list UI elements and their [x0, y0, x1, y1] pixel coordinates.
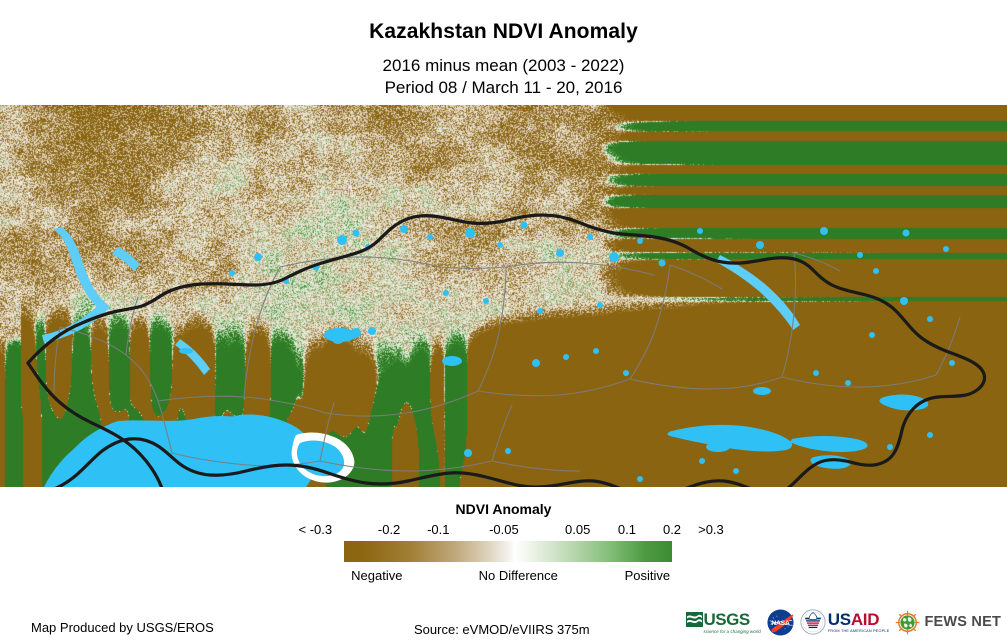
nasa-logo[interactable]: NASA: [767, 607, 794, 637]
legend-tick-0: < -0.3: [298, 522, 333, 537]
usgs-logo[interactable]: USGS science for a changing world: [685, 607, 761, 637]
legend-category-1: No Difference: [478, 568, 558, 583]
water-bodies: [42, 221, 955, 487]
page-title: Kazakhstan NDVI Anomaly: [369, 20, 638, 43]
nasa-meatball-icon: NASA: [767, 608, 794, 636]
agency-logo-strip: USGS science for a changing world NASA: [685, 605, 1001, 639]
fews-net-wordmark: FEWS NET: [924, 614, 1001, 630]
subtitle-period: Period 08 / March 11 - 20, 2016: [384, 78, 623, 98]
legend-tick-3: -0.05: [489, 522, 519, 537]
legend-tick-7: >0.3: [698, 522, 724, 537]
legend-tick-labels: < -0.3 -0.2 -0.1 -0.05 0.05 0.1 0.2 >0.3: [298, 522, 723, 538]
usaid-seal-icon: [800, 609, 826, 635]
usaid-logo[interactable]: USAID FROM THE AMERICAN PEOPLE: [800, 607, 890, 637]
svg-text:NASA: NASA: [771, 620, 790, 627]
title-block: Kazakhstan NDVI Anomaly 2016 minus mean …: [0, 0, 1007, 105]
legend-tick-2: -0.1: [427, 522, 450, 537]
map-legend: NDVI Anomaly < -0.3 -0.2 -0.1 -0.05 0.05 0.1 0…: [0, 487, 1007, 600]
usgs-mark-icon: [685, 611, 703, 627]
usaid-wordmark-aid: AID: [850, 609, 880, 629]
legend-category-2: Positive: [624, 568, 671, 583]
usaid-wordmark-us: US: [827, 609, 851, 629]
legend-category-0: Negative: [351, 568, 403, 583]
admin-boundaries: [53, 252, 961, 472]
fews-globe-icon: [896, 610, 920, 634]
legend-tick-6: 0.2: [662, 522, 682, 537]
fews-net-logo[interactable]: FEWS NET: [895, 607, 1001, 637]
usaid-tagline: FROM THE AMERICAN PEOPLE: [827, 629, 890, 634]
map-canvas[interactable]: [0, 105, 1007, 487]
data-source-credit: Source: eVMOD/eVIIRS 375m: [414, 622, 590, 637]
legend-title: NDVI Anomaly: [455, 501, 552, 517]
legend-tick-1: -0.2: [377, 522, 401, 537]
usgs-tagline: science for a changing world: [703, 628, 761, 634]
country-border: [26, 213, 987, 487]
legend-category-labels: Negative No Difference Positive: [303, 568, 713, 586]
producer-credit: Map Produced by USGS/EROS: [31, 620, 214, 635]
legend-color-ramp: [344, 541, 672, 562]
usgs-wordmark: USGS: [703, 609, 751, 629]
footer: Map Produced by USGS/EROS Source: eVMOD/…: [0, 600, 1007, 643]
map-vector-overlay: [26, 213, 987, 487]
subtitle-comparison: 2016 minus mean (2003 - 2022): [382, 56, 625, 76]
legend-tick-5: 0.1: [617, 522, 636, 537]
legend-tick-4: 0.05: [565, 522, 591, 537]
